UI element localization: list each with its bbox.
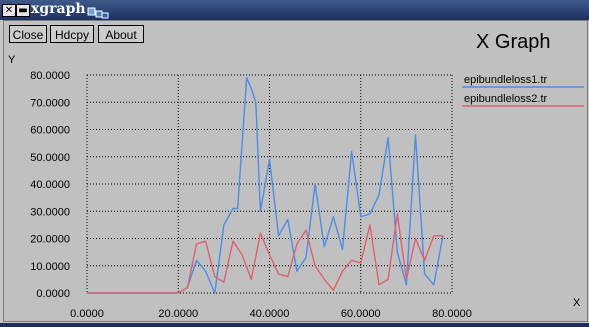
x-tick-label: 20.0000 <box>158 308 198 320</box>
x-tick-label: 60.0000 <box>341 308 381 320</box>
legend-label: epibundleloss2.tr <box>464 93 548 105</box>
y-tick-label: 30.0000 <box>30 206 70 218</box>
y-axis-label: Y <box>8 54 16 66</box>
bottom-border <box>0 323 589 327</box>
y-tick-label: 10.0000 <box>30 261 70 273</box>
x-axis-label: X <box>573 297 581 309</box>
x-tick-label: 80.0000 <box>432 308 472 320</box>
legend: epibundleloss1.tr epibundleloss2.tr <box>462 74 584 107</box>
close-button[interactable]: Close <box>9 25 47 43</box>
x-tick-label: 0.0000 <box>70 308 104 320</box>
window-title: xgraph <box>31 1 86 17</box>
x-tick-label: 40.0000 <box>250 308 290 320</box>
title-bar: ✕ ▬ xgraph <box>0 0 589 20</box>
y-tick-label: 40.0000 <box>30 179 70 191</box>
graph-title: X Graph <box>476 31 551 53</box>
y-tick-label: 20.0000 <box>30 234 70 246</box>
y-tick-label: 70.0000 <box>30 97 70 109</box>
minimize-window-icon[interactable]: ▬ <box>16 4 30 17</box>
tick-labels: 0.0000 10.0000 20.0000 30.0000 40.0000 50.000… <box>30 70 472 320</box>
series-line-2 <box>87 213 443 294</box>
y-tick-label: 50.0000 <box>30 152 70 164</box>
close-window-icon[interactable]: ✕ <box>2 4 16 17</box>
y-tick-label: 80.0000 <box>30 70 70 82</box>
grid <box>86 74 453 294</box>
y-tick-label: 0.0000 <box>36 288 70 300</box>
xgraph-app-icon <box>87 7 109 19</box>
hdcpy-button[interactable]: Hdcpy <box>50 25 94 43</box>
graph-frame: Close Hdcpy About X Graph 0.0000 10.0000 2… <box>3 20 588 322</box>
series-lines <box>87 77 444 294</box>
about-button[interactable]: About <box>98 25 144 43</box>
y-tick-label: 60.0000 <box>30 125 70 137</box>
legend-label: epibundleloss1.tr <box>464 74 548 86</box>
series-line-1 <box>87 77 444 294</box>
chart-canvas: 0.0000 10.0000 20.0000 30.0000 40.0000 50.000… <box>8 54 584 320</box>
